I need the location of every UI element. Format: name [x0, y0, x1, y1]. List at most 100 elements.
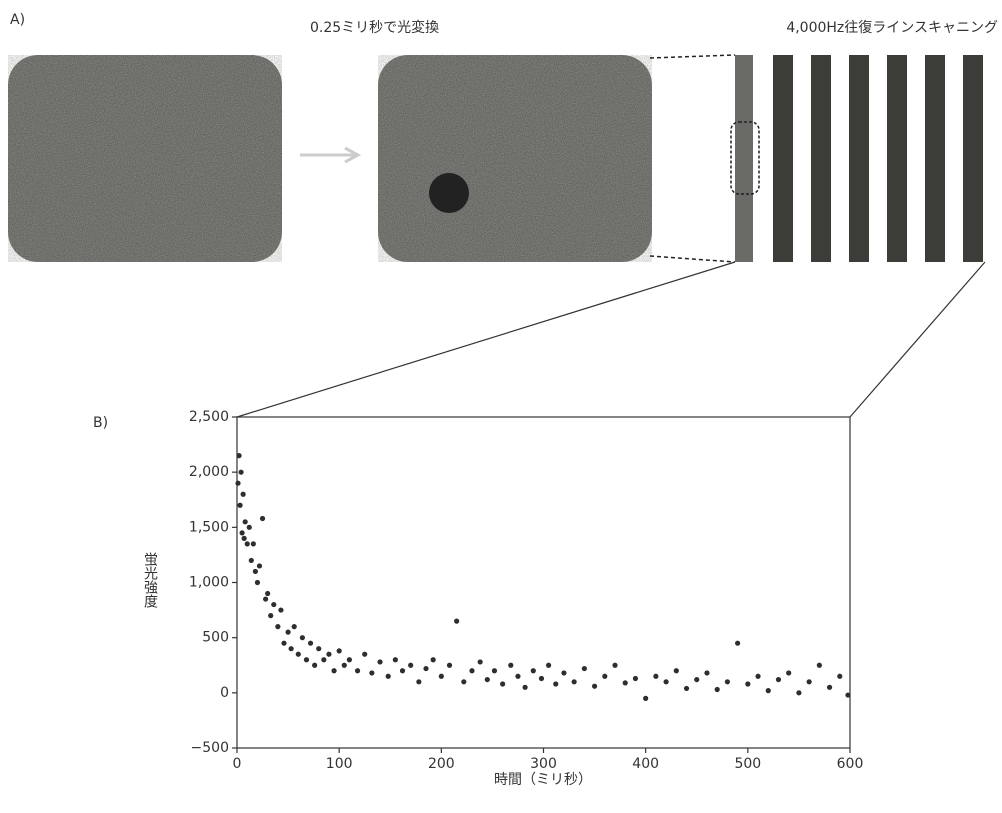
point [592, 684, 597, 689]
point [766, 688, 771, 693]
point [561, 670, 566, 675]
point [292, 624, 297, 629]
point [515, 674, 520, 679]
point [796, 690, 801, 695]
point [553, 681, 558, 686]
point [817, 663, 822, 668]
point [694, 677, 699, 682]
point [251, 541, 256, 546]
point [461, 679, 466, 684]
point [478, 659, 483, 664]
point [786, 670, 791, 675]
point [531, 668, 536, 673]
x-tick-label: 400 [632, 756, 659, 772]
point [807, 679, 812, 684]
y-axis-label: 蛍光強度 [142, 552, 158, 608]
point [369, 670, 374, 675]
point [285, 630, 290, 635]
y-tick-label: 0 [220, 685, 229, 701]
point [289, 646, 294, 651]
point [355, 668, 360, 673]
point [704, 670, 709, 675]
point [308, 641, 313, 646]
point [725, 679, 730, 684]
x-tick-label: 500 [734, 756, 761, 772]
point [278, 607, 283, 612]
x-axis-label: 時間（ミリ秒） [494, 772, 592, 788]
point [492, 668, 497, 673]
point [331, 668, 336, 673]
point [508, 663, 513, 668]
point [582, 666, 587, 671]
plot-frame [237, 417, 850, 748]
point [664, 679, 669, 684]
x-tick-label: 100 [326, 756, 353, 772]
caption: 4,000Hz往復ラインスキャニング [786, 19, 998, 36]
point [602, 674, 607, 679]
point [271, 602, 276, 607]
point [240, 530, 245, 535]
point [539, 676, 544, 681]
point [454, 619, 459, 624]
point [268, 613, 273, 618]
point [447, 663, 452, 668]
caption: 0.25ミリ秒で光変換 [310, 19, 439, 36]
y-tick-label: 1,000 [189, 575, 229, 591]
point [386, 674, 391, 679]
point [572, 679, 577, 684]
point [745, 681, 750, 686]
point [255, 580, 260, 585]
point [347, 657, 352, 662]
panel-label: A) [10, 12, 25, 28]
point [275, 624, 280, 629]
point [321, 657, 326, 662]
x-tick-label: 0 [233, 756, 242, 772]
point [827, 685, 832, 690]
point [612, 663, 617, 668]
point [633, 676, 638, 681]
point [260, 516, 265, 521]
y-tick-label: −500 [191, 740, 229, 756]
point [263, 596, 268, 601]
point [523, 685, 528, 690]
point [469, 668, 474, 673]
point [684, 686, 689, 691]
y-tick-label: 2,500 [189, 409, 229, 425]
x-tick-label: 200 [428, 756, 455, 772]
point [312, 663, 317, 668]
point [316, 646, 321, 651]
panel-a-images [8, 55, 985, 417]
point [245, 541, 250, 546]
point [715, 687, 720, 692]
point [377, 659, 382, 664]
point [755, 674, 760, 679]
point [837, 674, 842, 679]
point [300, 635, 305, 640]
point [304, 657, 309, 662]
point [253, 569, 258, 574]
point [735, 641, 740, 646]
point [257, 563, 262, 568]
point [393, 657, 398, 662]
point [623, 680, 628, 685]
point [416, 679, 421, 684]
point [237, 503, 242, 508]
point [400, 668, 405, 673]
point [242, 536, 247, 541]
point [439, 674, 444, 679]
point [674, 668, 679, 673]
point [653, 674, 658, 679]
point [337, 648, 342, 653]
point [408, 663, 413, 668]
point [243, 519, 248, 524]
point [362, 652, 367, 657]
point [326, 652, 331, 657]
point [342, 663, 347, 668]
y-tick-label: 1,500 [189, 519, 229, 535]
point [500, 681, 505, 686]
y-tick-label: 2,000 [189, 464, 229, 480]
point [776, 677, 781, 682]
point [296, 652, 301, 657]
point [546, 663, 551, 668]
point [236, 453, 241, 458]
